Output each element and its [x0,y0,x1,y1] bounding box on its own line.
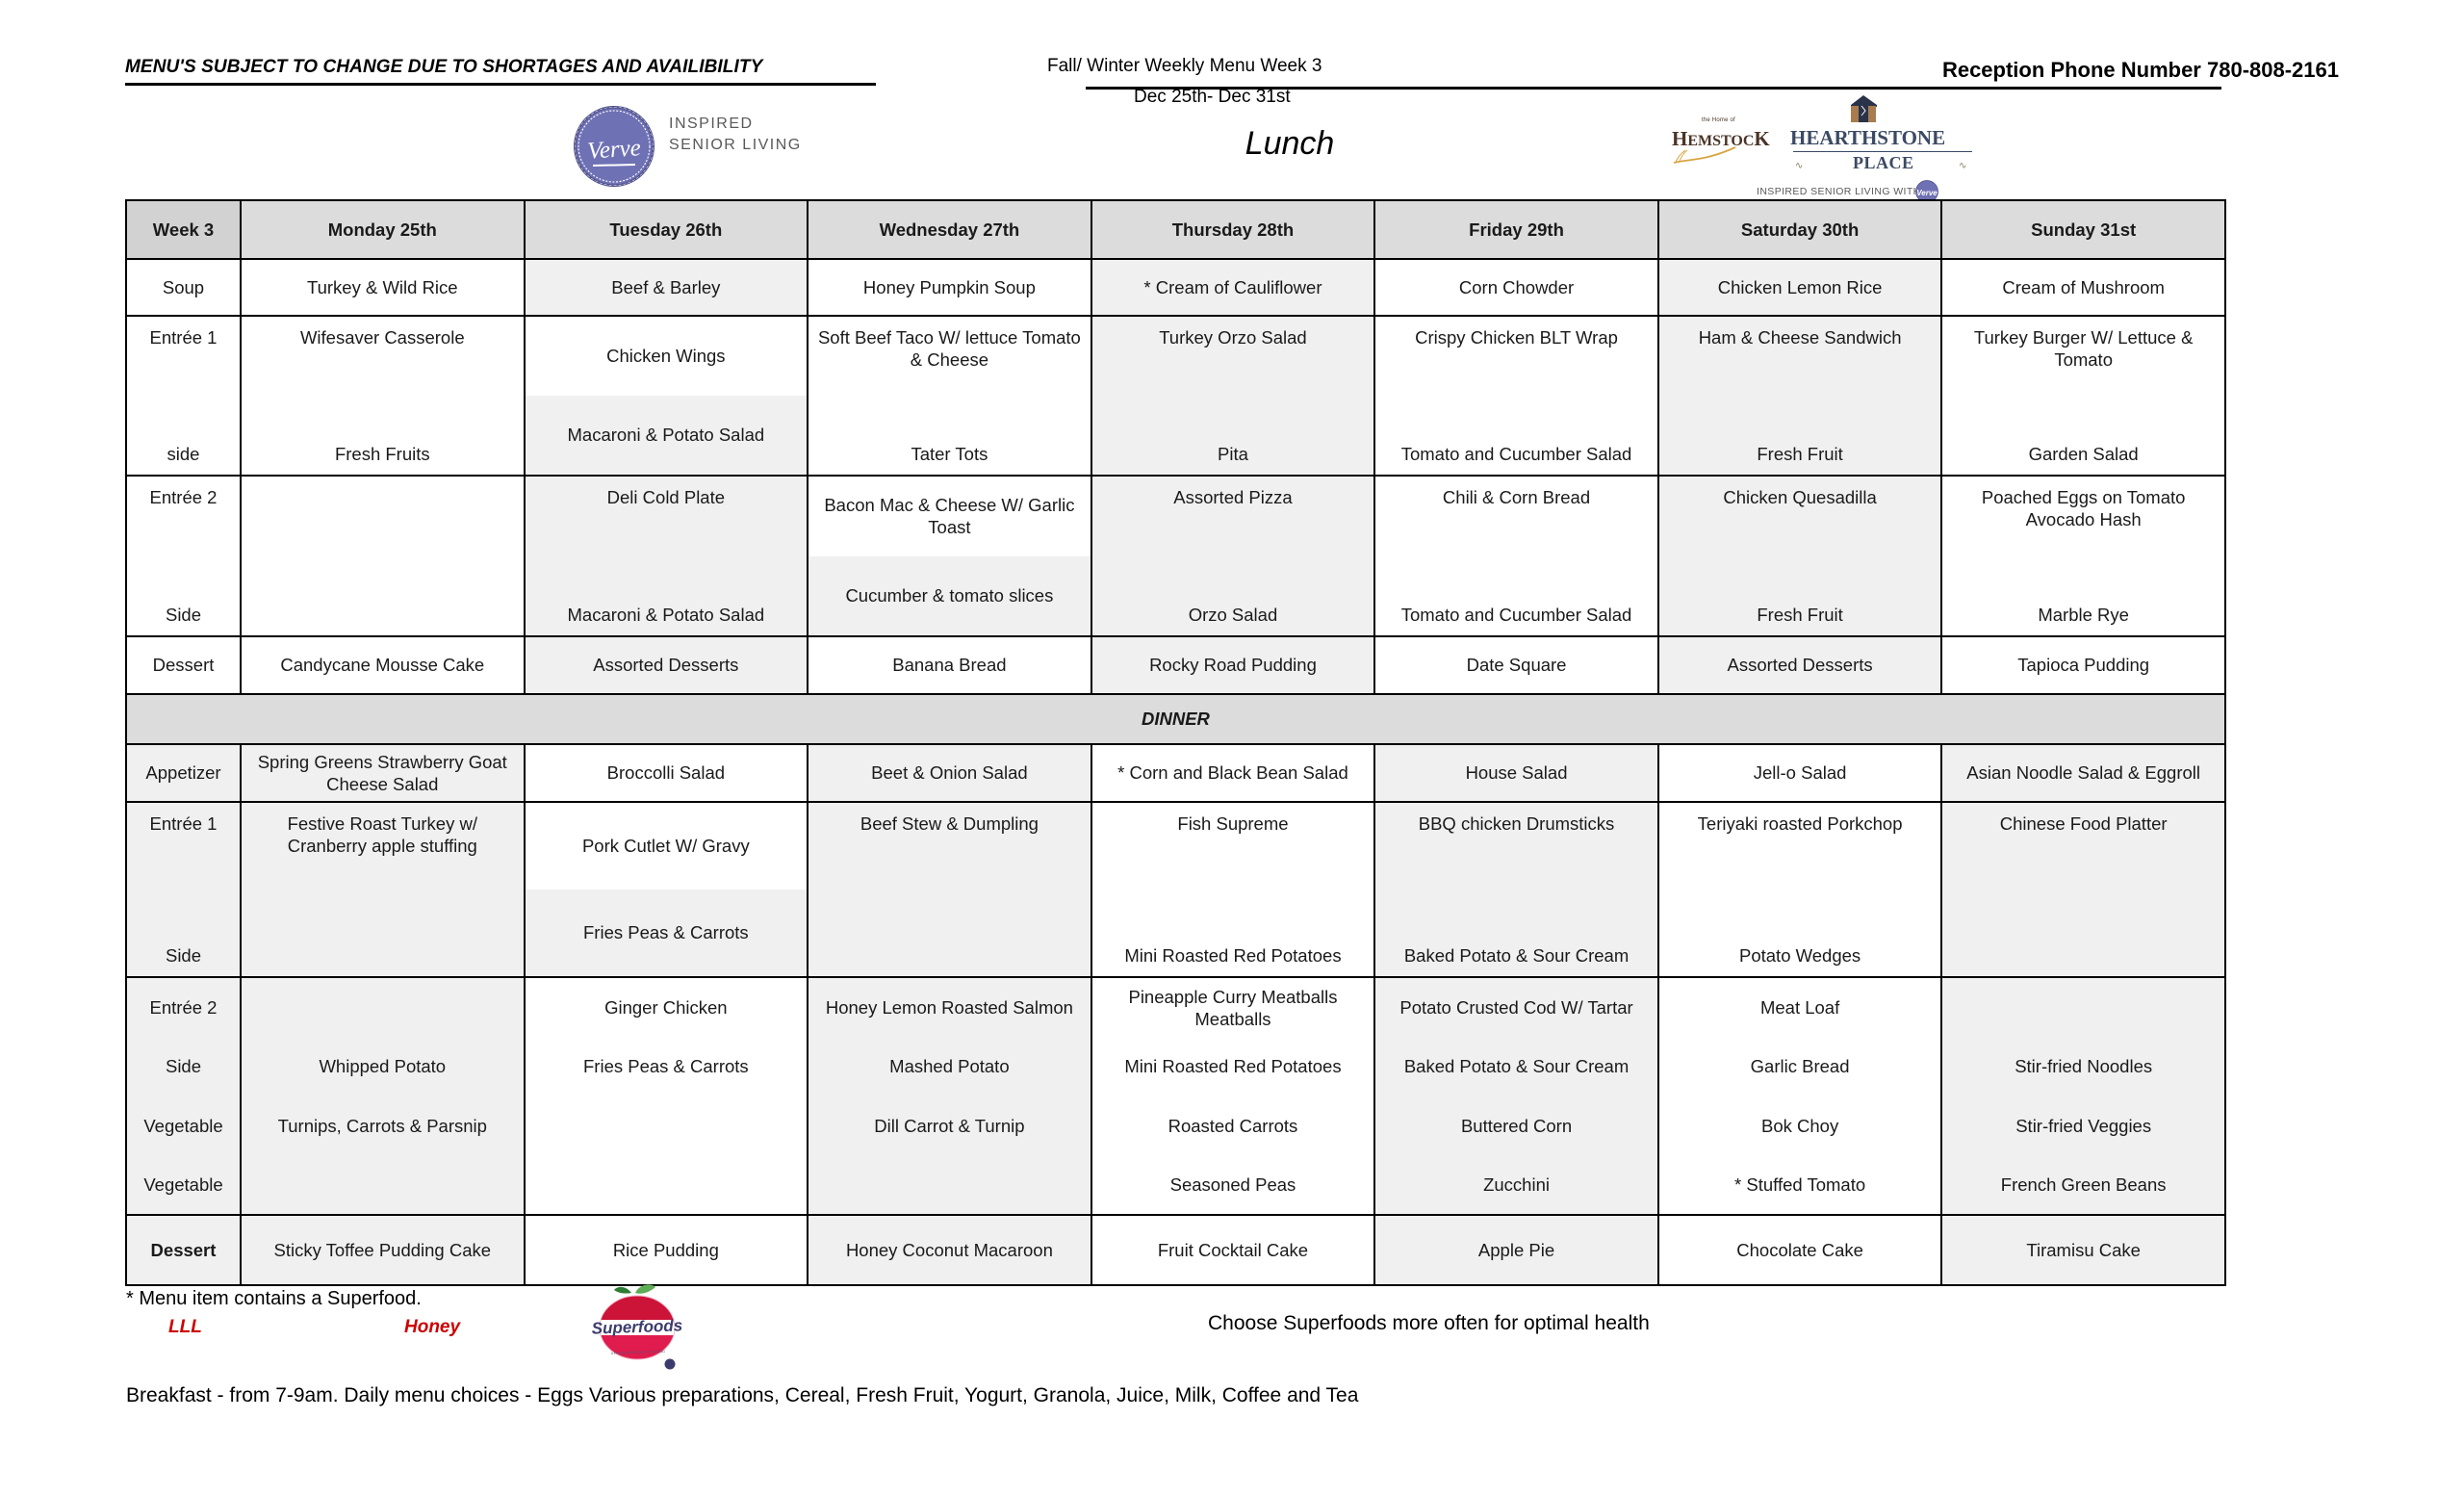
svg-text:Verve: Verve [1916,189,1938,197]
svg-text:Verve: Verve [586,135,641,165]
svg-text:Superfoods: Superfoods [591,1316,682,1337]
